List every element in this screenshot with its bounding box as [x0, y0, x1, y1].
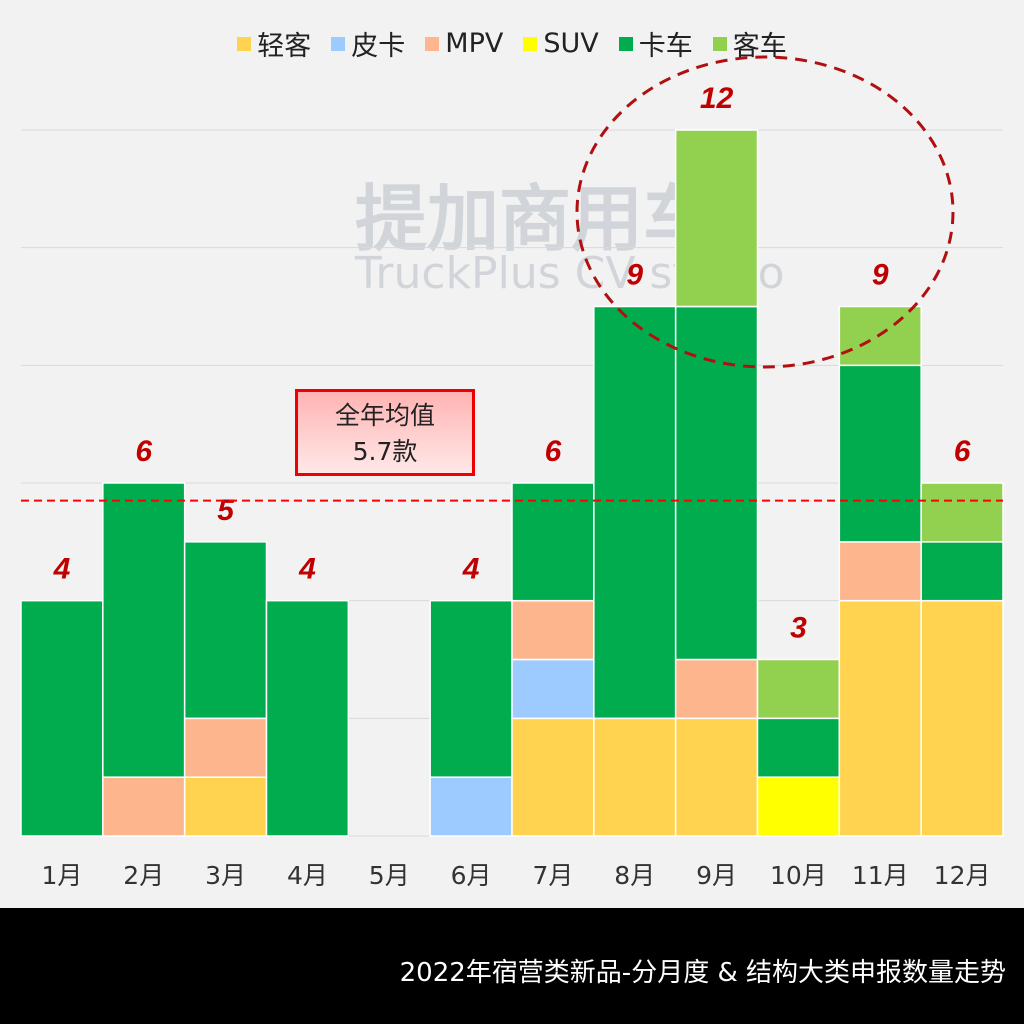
legend-item: 客车 — [712, 24, 787, 63]
legend-label: 卡车 — [638, 31, 693, 62]
footer-bar: 2022年宿营类新品-分月度 & 结构大类申报数量走势 — [0, 908, 1024, 1024]
bar-segment-卡车 — [183, 541, 268, 720]
bar-segment-卡车 — [756, 717, 841, 778]
x-tick-label: 1月 — [41, 861, 82, 890]
bar-segment-MPV — [102, 776, 186, 837]
legend-swatch — [237, 36, 252, 51]
legend-item: 皮卡 — [331, 24, 405, 63]
x-tick-label: 8月 — [614, 861, 655, 890]
legend-swatch — [618, 36, 633, 51]
legend-label: MPV — [445, 28, 504, 59]
legend: 轻客 皮卡 MPV SUV 卡车 客车 — [0, 24, 1024, 63]
total-label: 9 — [872, 259, 889, 292]
legend-swatch — [523, 36, 538, 51]
bar-segment-轻客 — [593, 717, 677, 837]
legend-label: SUV — [543, 28, 599, 59]
bar-segment-卡车 — [20, 599, 104, 837]
x-tick-label: 3月 — [205, 861, 246, 890]
legend-swatch — [425, 36, 440, 51]
x-tick-label: 7月 — [532, 861, 573, 890]
total-label: 4 — [53, 553, 71, 586]
x-tick-label: 12月 — [934, 861, 991, 890]
legend-label: 皮卡 — [351, 31, 406, 62]
average-annotation: 全年均值 5.7款 — [295, 389, 475, 476]
total-label: 5 — [217, 494, 235, 527]
bar-segment-MPV — [674, 658, 759, 720]
bar-segment-卡车 — [838, 364, 922, 543]
legend-swatch — [331, 36, 346, 51]
bar-segment-卡车 — [593, 305, 677, 720]
legend-label: 轻客 — [257, 31, 312, 62]
chart-title: 2022年宿营类新品-分月度 & 结构大类申报数量走势 — [399, 958, 1006, 988]
legend-swatch — [712, 36, 727, 51]
bar-segment-卡车 — [920, 541, 1004, 602]
bar-segment-轻客 — [920, 599, 1004, 837]
bar-segment-轻客 — [183, 776, 268, 837]
x-tick-label: 6月 — [451, 861, 492, 890]
stacked-bar-chart: 1月 4 2月 6 3月 5 4月 4 5月 6月 4 7月 6 8月 9 9月 12 10月 3 11月 9 12月 6 — [20, 55, 1004, 890]
x-tick-label: 5月 — [369, 861, 410, 890]
highlight-ellipse — [575, 55, 955, 369]
x-tick-label: 9月 — [696, 861, 737, 890]
total-label: 12 — [700, 82, 734, 115]
bar-segment-客车 — [674, 129, 759, 308]
total-label: 4 — [298, 553, 316, 586]
bar-segment-MPV — [183, 717, 268, 778]
bar-segment-卡车 — [429, 599, 513, 778]
bar-segment-卡车 — [265, 599, 350, 837]
total-label: 3 — [790, 612, 807, 645]
bar-segment-卡车 — [511, 482, 595, 602]
x-tick-label: 4月 — [287, 861, 328, 890]
bar-segment-MPV — [511, 599, 595, 661]
x-tick-label: 10月 — [770, 861, 827, 890]
bar-segment-皮卡 — [511, 658, 595, 720]
bar-segment-轻客 — [674, 717, 759, 837]
total-label: 6 — [135, 435, 152, 468]
bar-segment-SUV — [756, 776, 841, 837]
average-label: 全年均值 — [334, 401, 435, 430]
bar-segment-皮卡 — [429, 776, 513, 837]
total-label: 4 — [462, 553, 480, 586]
bar-segment-卡车 — [102, 482, 186, 778]
bar-segment-客车 — [920, 482, 1004, 543]
bar-segment-客车 — [756, 658, 841, 720]
bar-segment-轻客 — [838, 599, 922, 837]
total-label: 6 — [954, 435, 971, 468]
bar-segment-MPV — [838, 541, 922, 602]
total-label: 6 — [545, 435, 562, 468]
legend-item: MPV — [425, 24, 503, 63]
x-tick-label: 2月 — [123, 861, 164, 890]
average-value: 5.7款 — [352, 437, 418, 466]
legend-label: 客车 — [732, 31, 787, 62]
total-label: 9 — [626, 259, 643, 292]
legend-item: 卡车 — [618, 24, 693, 63]
legend-item: SUV — [523, 24, 599, 63]
watermark: 提加商用车 — [355, 177, 716, 261]
bar-segment-卡车 — [674, 305, 759, 661]
x-tick-label: 11月 — [852, 861, 909, 890]
legend-item: 轻客 — [237, 24, 311, 63]
bar-segment-轻客 — [511, 717, 595, 837]
